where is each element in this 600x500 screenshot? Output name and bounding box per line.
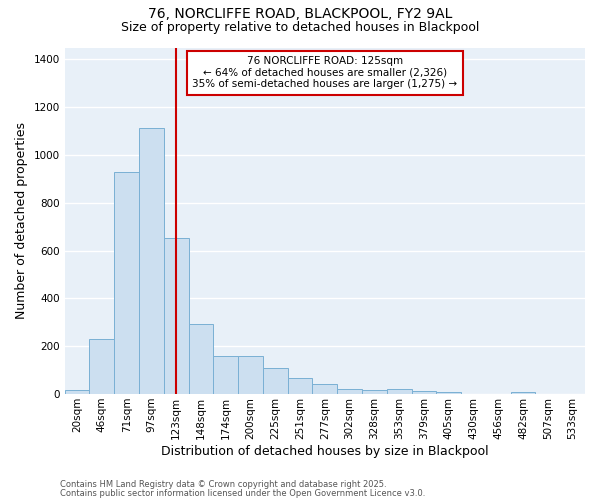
Bar	[263, 368, 287, 394]
Bar	[313, 384, 337, 394]
Text: Contains public sector information licensed under the Open Government Licence v3: Contains public sector information licen…	[60, 488, 425, 498]
Bar	[139, 128, 164, 394]
Text: Contains HM Land Registry data © Crown copyright and database right 2025.: Contains HM Land Registry data © Crown c…	[60, 480, 386, 489]
Bar	[89, 338, 114, 394]
Bar	[114, 172, 139, 394]
Bar	[412, 391, 436, 394]
Bar	[511, 392, 535, 394]
Bar	[65, 390, 89, 394]
Text: 76 NORCLIFFE ROAD: 125sqm
← 64% of detached houses are smaller (2,326)
35% of se: 76 NORCLIFFE ROAD: 125sqm ← 64% of detac…	[192, 56, 457, 90]
Bar	[164, 238, 188, 394]
Bar	[287, 378, 313, 394]
Bar	[387, 389, 412, 394]
Y-axis label: Number of detached properties: Number of detached properties	[15, 122, 28, 320]
Bar	[188, 324, 214, 394]
Bar	[436, 392, 461, 394]
Bar	[362, 390, 387, 394]
Bar	[337, 389, 362, 394]
Text: 76, NORCLIFFE ROAD, BLACKPOOL, FY2 9AL: 76, NORCLIFFE ROAD, BLACKPOOL, FY2 9AL	[148, 8, 452, 22]
Bar	[238, 356, 263, 394]
Text: Size of property relative to detached houses in Blackpool: Size of property relative to detached ho…	[121, 21, 479, 34]
X-axis label: Distribution of detached houses by size in Blackpool: Distribution of detached houses by size …	[161, 444, 488, 458]
Bar	[214, 356, 238, 394]
